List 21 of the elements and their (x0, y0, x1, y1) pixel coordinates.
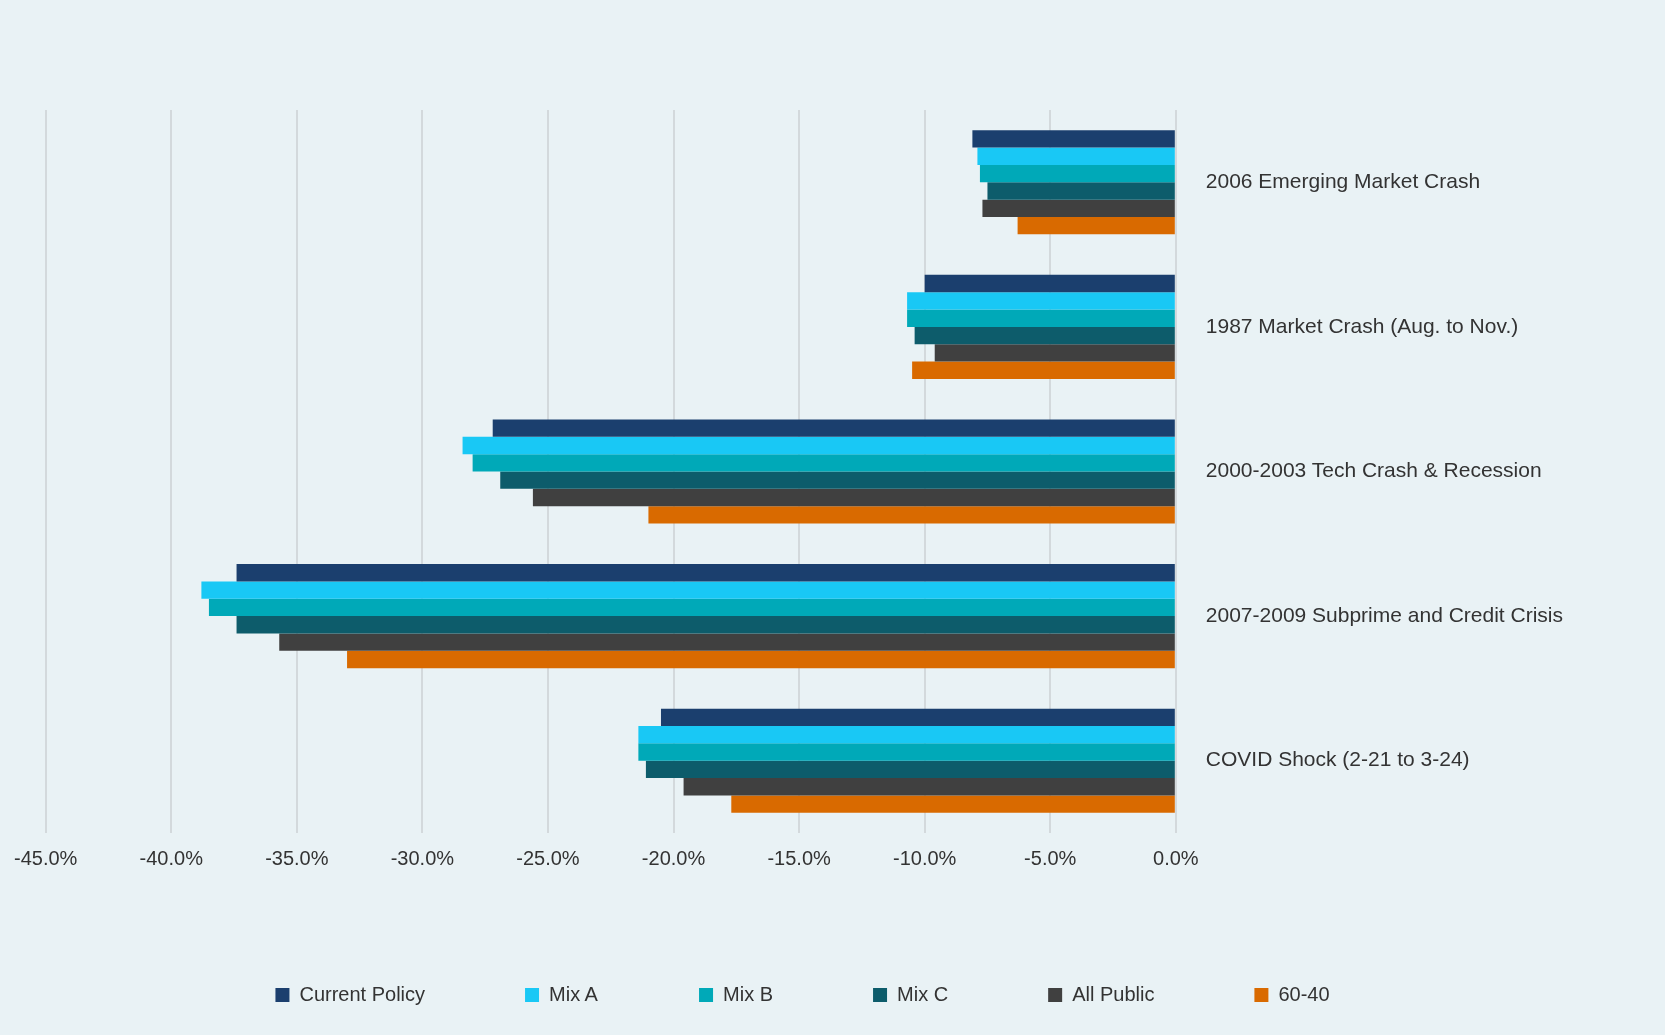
x-tick-label: -20.0% (641, 846, 706, 869)
y-tick-label: COVID Shock (2-21 to 3-24) (1205, 747, 1470, 771)
legend-label: Mix B (723, 982, 774, 1005)
x-tick-label: -15.0% (767, 846, 831, 869)
legend-label: All Public (1072, 982, 1155, 1005)
y-tick-label: 2007-2009 Subprime and Credit Crisis (1205, 602, 1563, 626)
y-tick-label: 2000-2003 Tech Crash & Recession (1205, 458, 1542, 482)
y-tick-label: 1987 Market Crash (Aug. to Nov.) (1205, 313, 1519, 337)
legend-label: Mix C (897, 982, 949, 1005)
legend-label: 60-40 (1278, 982, 1330, 1005)
x-tick-label: -35.0% (265, 846, 329, 869)
legend-label: Current Policy (299, 982, 426, 1005)
x-tick-label: -5.0% (1024, 846, 1077, 869)
y-tick-label: 2006 Emerging Market Crash (1205, 169, 1481, 193)
x-tick-label: -25.0% (516, 846, 580, 869)
x-tick-label: 0.0% (1153, 846, 1199, 869)
x-tick-label: -45.0% (14, 846, 78, 869)
x-tick-label: -30.0% (390, 846, 455, 869)
x-tick-label: -10.0% (892, 846, 957, 869)
x-tick-label: -40.0% (139, 846, 204, 869)
legend-label: Mix A (549, 982, 599, 1005)
